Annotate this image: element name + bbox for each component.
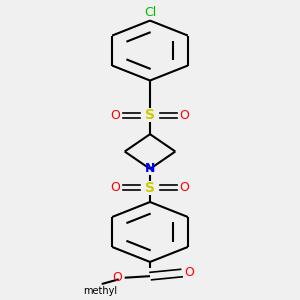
Text: O: O	[111, 109, 120, 122]
Text: O: O	[184, 266, 194, 280]
Text: N: N	[145, 162, 155, 176]
Text: O: O	[111, 181, 120, 194]
Text: O: O	[180, 109, 189, 122]
Text: O: O	[112, 271, 122, 284]
Text: O: O	[180, 181, 189, 194]
Text: Cl: Cl	[144, 6, 156, 19]
Text: methyl: methyl	[83, 286, 117, 296]
Text: S: S	[145, 181, 155, 195]
Text: S: S	[145, 108, 155, 122]
